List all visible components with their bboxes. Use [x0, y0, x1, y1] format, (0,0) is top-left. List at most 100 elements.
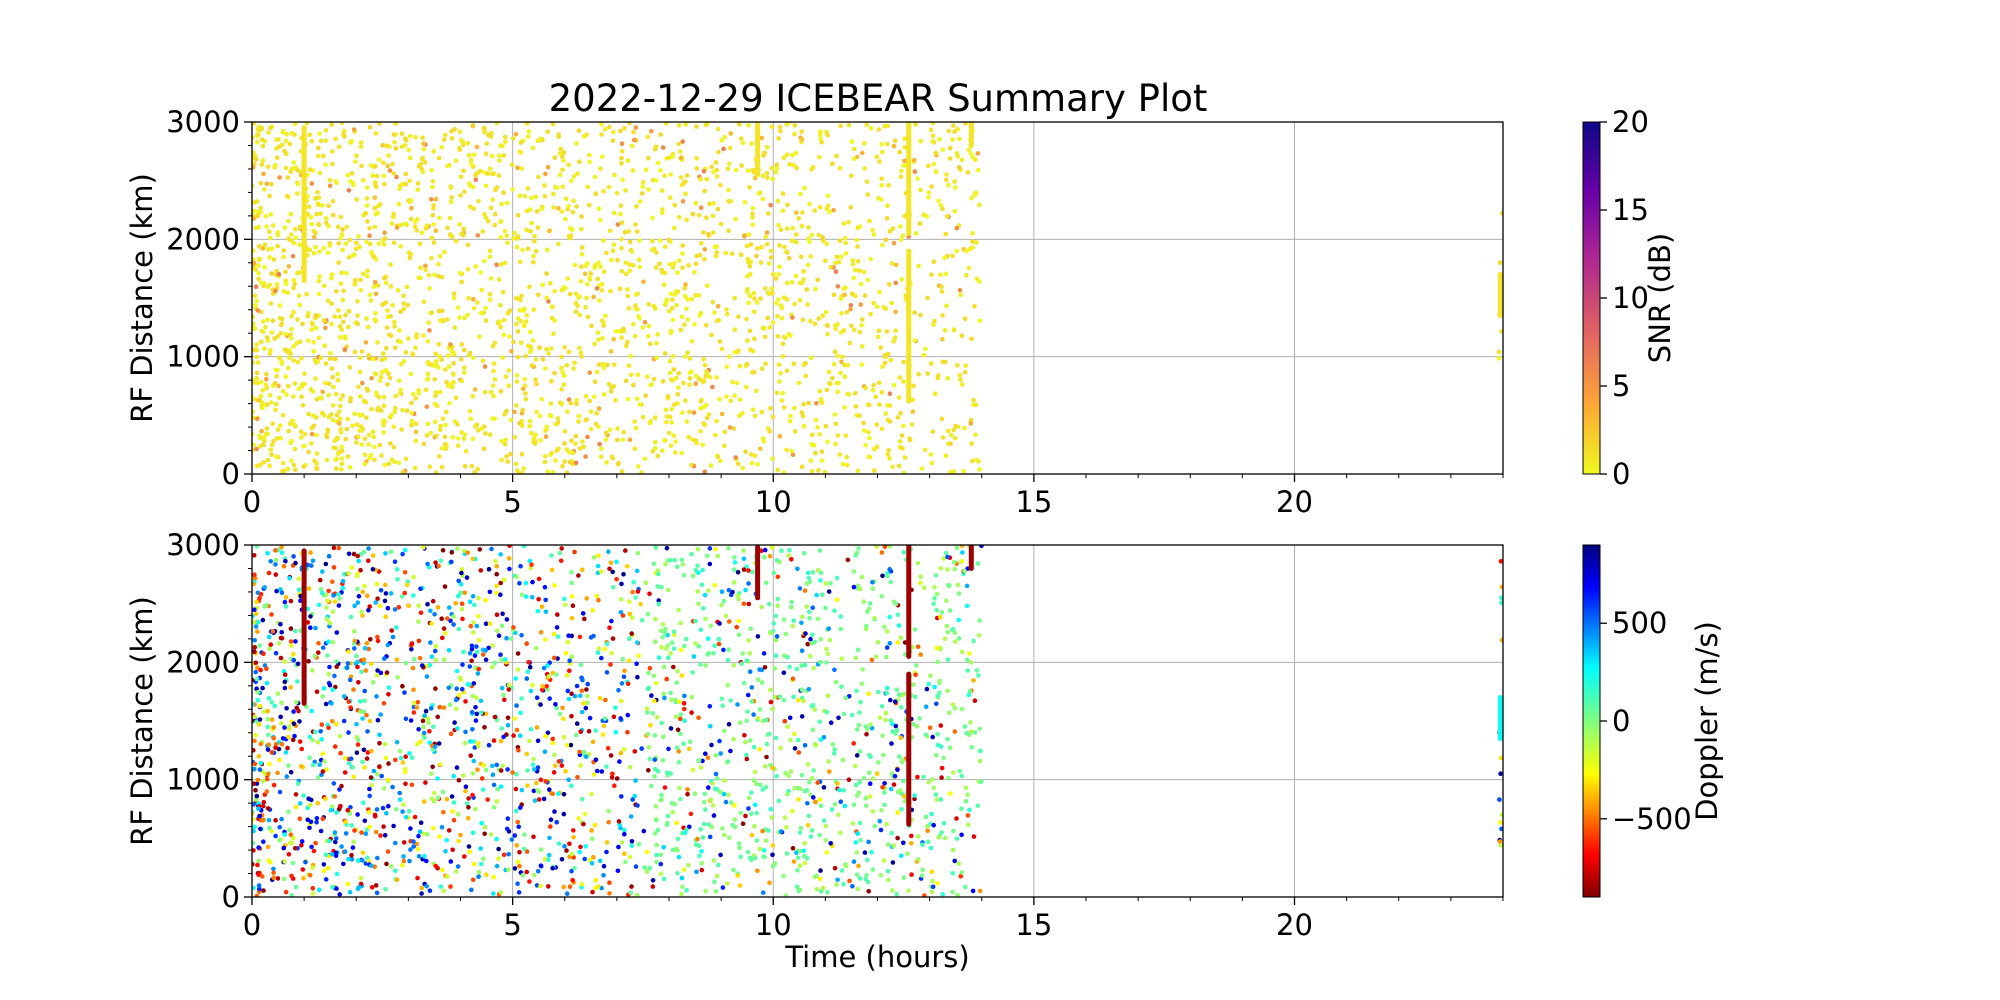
data-point — [706, 785, 711, 790]
data-point — [653, 445, 658, 451]
data-point — [902, 455, 908, 460]
data-point — [308, 550, 313, 555]
data-point — [259, 162, 265, 167]
data-point — [445, 225, 450, 231]
data-point — [540, 684, 545, 689]
data-point — [261, 171, 266, 177]
data-point — [356, 594, 362, 599]
data-point — [642, 865, 647, 870]
data-point — [421, 730, 427, 736]
data-point — [964, 272, 969, 278]
data-point — [362, 688, 368, 694]
data-point — [654, 250, 659, 255]
data-point — [338, 750, 343, 756]
data-point — [534, 695, 540, 700]
data-point — [331, 545, 337, 551]
data-point — [911, 383, 916, 389]
data-point — [705, 122, 710, 126]
data-point — [293, 235, 299, 241]
data-point — [898, 704, 904, 710]
data-point — [834, 597, 840, 602]
data-point — [444, 317, 450, 322]
data-point — [579, 252, 585, 257]
data-point — [552, 155, 557, 160]
data-point — [309, 431, 315, 437]
data-point — [354, 573, 360, 579]
data-point — [456, 778, 462, 783]
data-point — [801, 848, 806, 854]
data-point — [476, 613, 481, 619]
data-point — [307, 872, 313, 878]
data-point — [749, 811, 754, 817]
data-point — [330, 161, 335, 167]
data-point — [737, 720, 743, 725]
data-point — [722, 134, 727, 140]
data-point — [404, 284, 410, 290]
data-point — [934, 607, 939, 613]
data-point — [594, 369, 600, 375]
data-point — [720, 826, 725, 831]
data-point — [309, 708, 314, 714]
data-point — [394, 657, 400, 662]
data-point — [682, 718, 687, 723]
data-point — [824, 646, 829, 652]
data-point — [819, 140, 824, 145]
data-point — [599, 446, 604, 452]
data-point — [857, 268, 862, 274]
data-point — [320, 694, 325, 699]
data-point — [471, 152, 477, 158]
data-point — [794, 850, 799, 855]
data-point — [449, 135, 455, 141]
data-point — [879, 390, 885, 395]
data-point — [472, 387, 478, 392]
data-point — [450, 435, 456, 440]
data-point — [255, 690, 260, 695]
data-point — [384, 861, 389, 867]
data-point — [252, 442, 256, 448]
data-point — [731, 567, 737, 572]
data-point — [662, 270, 668, 276]
data-point — [466, 352, 472, 358]
data-point — [476, 198, 481, 204]
data-point — [382, 656, 387, 661]
data-point — [680, 199, 686, 204]
data-point — [462, 432, 468, 437]
data-point — [784, 825, 789, 830]
data-point — [573, 460, 579, 466]
data-point — [424, 223, 430, 228]
data-point — [600, 154, 605, 159]
data-point — [925, 371, 930, 376]
data-point — [535, 869, 541, 874]
data-point — [292, 122, 298, 127]
data-point — [726, 587, 732, 593]
data-point — [540, 282, 545, 288]
data-point — [297, 739, 303, 744]
data-point — [351, 551, 357, 557]
data-point — [504, 635, 509, 641]
data-point — [329, 804, 335, 809]
data-point — [740, 465, 746, 471]
data-point — [422, 735, 427, 740]
data-point — [726, 722, 732, 727]
data-point — [646, 187, 651, 192]
data-point — [776, 136, 781, 141]
data-point — [325, 429, 331, 435]
data-point — [801, 698, 806, 704]
data-point — [889, 830, 894, 836]
data-point — [352, 349, 358, 355]
data-point — [435, 795, 441, 800]
data-point — [367, 824, 372, 830]
data-point — [718, 852, 723, 858]
data-point — [925, 828, 930, 834]
data-point — [260, 874, 265, 879]
data-point — [660, 379, 666, 384]
data-point — [820, 592, 825, 597]
data-point — [685, 350, 690, 355]
data-point — [872, 823, 878, 829]
data-point — [391, 211, 396, 217]
data-point — [817, 204, 823, 210]
data-point — [252, 248, 256, 254]
data-point — [313, 840, 318, 846]
data-point — [841, 881, 846, 887]
data-point — [266, 732, 271, 738]
